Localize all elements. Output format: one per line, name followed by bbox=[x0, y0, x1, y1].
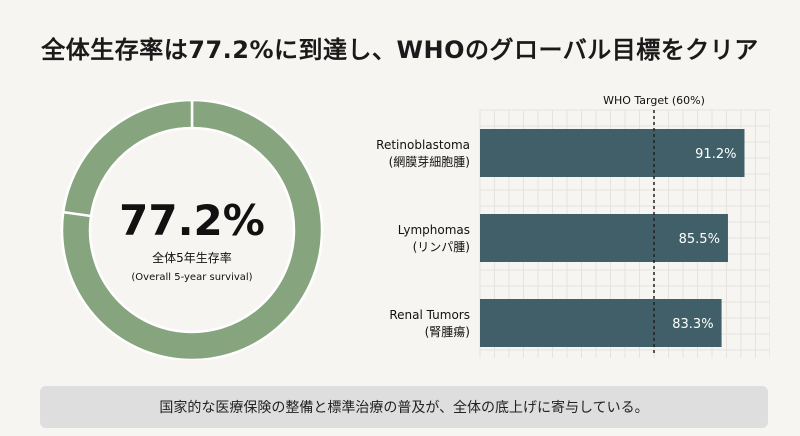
category-label-ja: (網膜芽細胞腫) bbox=[389, 155, 470, 169]
bar-value-label: 91.2% bbox=[695, 147, 736, 162]
category-label-en: Renal Tumors bbox=[389, 308, 470, 322]
who-target-label: WHO Target (60%) bbox=[603, 94, 705, 107]
category-label-ja: (リンパ腫) bbox=[413, 240, 470, 254]
bar-value-label: 85.5% bbox=[679, 232, 720, 247]
bar-marks: 91.2% Retinoblastoma (網膜芽細胞腫) 85.5% Lymphoma… bbox=[376, 129, 745, 347]
bar-retinoblastoma bbox=[480, 129, 745, 177]
category-label-en: Retinoblastoma bbox=[376, 138, 470, 152]
footer-note: 国家的な医療保険の整備と標準治療の普及が、全体の底上げに寄与している。 bbox=[40, 386, 768, 428]
donut-chart: 77.2% 全体5年生存率 (Overall 5-year survival) bbox=[60, 100, 324, 360]
donut-center-label-en: (Overall 5-year survival) bbox=[131, 272, 252, 283]
footer-text: 国家的な医療保険の整備と標準治療の普及が、全体の底上げに寄与している。 bbox=[159, 400, 649, 416]
donut-center-value: 77.2% bbox=[119, 196, 265, 245]
bar-value-label: 83.3% bbox=[672, 317, 713, 332]
donut-center-label-ja: 全体5年生存率 bbox=[152, 250, 232, 265]
category-label-ja: (腎腫瘍) bbox=[425, 324, 470, 339]
bar-lymphomas bbox=[480, 214, 728, 262]
donut-slices bbox=[60, 100, 324, 360]
category-label-en: Lymphomas bbox=[398, 223, 470, 237]
bar-chart: 91.2% Retinoblastoma (網膜芽細胞腫) 85.5% Lymphoma… bbox=[376, 94, 770, 358]
bar-renal-tumors bbox=[480, 299, 722, 347]
donut-slice-survival bbox=[60, 100, 324, 360]
donut-slice-non-survival bbox=[61, 100, 194, 218]
target-line-group: WHO Target (60%) bbox=[603, 94, 705, 356]
page-title: 全体生存率は77.2%に到達し、WHOのグローバル目標をクリア bbox=[41, 36, 759, 64]
